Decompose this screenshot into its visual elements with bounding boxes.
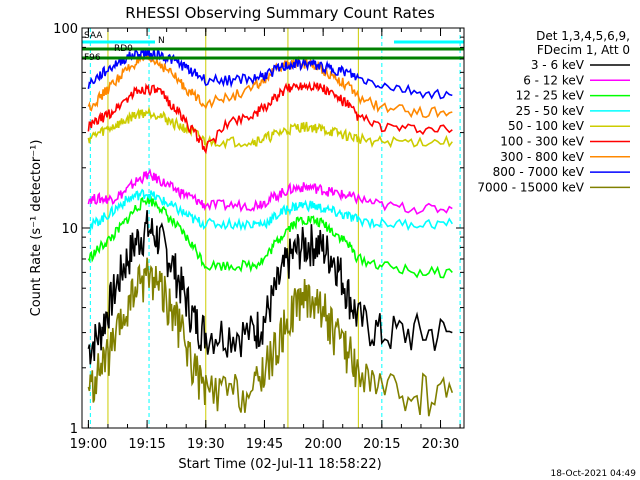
flag-bars: SAA N RD0 F96: [82, 31, 464, 63]
legend-label-1: 6 - 12 keV: [523, 73, 585, 87]
series-line-8: [87, 257, 454, 417]
flag-label-rd0: RD0: [114, 44, 133, 54]
flag-label-n: N: [158, 36, 165, 46]
x-axis-label: Start Time (02-Jul-11 18:58:22): [178, 457, 381, 472]
legend-label-2: 12 - 25 keV: [516, 89, 585, 103]
x-axis: 19:00 19:15 19:30 19:45 20:00 20:15 20:30: [70, 28, 461, 452]
legend-label-8: 7000 - 15000 keV: [477, 180, 584, 194]
legend-label-3: 25 - 50 keV: [516, 104, 585, 118]
x-tick-label-0: 19:00: [70, 437, 107, 452]
legend-label-0: 3 - 6 keV: [531, 58, 585, 72]
series-line-3: [87, 188, 453, 234]
legend-label-7: 800 - 7000 keV: [493, 165, 585, 179]
series-line-2: [87, 195, 453, 279]
legend-label-4: 50 - 100 keV: [508, 119, 585, 133]
footer-date: 18-Oct-2021 04:49: [551, 469, 637, 479]
x-tick-label-4: 20:00: [304, 437, 341, 452]
chart-title: RHESSI Observing Summary Count Rates: [125, 4, 435, 22]
flag-label-saa: SAA: [84, 31, 103, 41]
legend-label-5: 100 - 300 keV: [500, 135, 584, 149]
y-tick-label-1: 10: [61, 222, 78, 237]
x-tick-label-5: 20:15: [363, 437, 400, 452]
legend-header-line-2: FDecim 1, Att 0: [537, 43, 630, 57]
x-tick-label-1: 19:15: [128, 437, 165, 452]
flag-label-f96: F96: [84, 53, 101, 63]
x-tick-label-3: 19:45: [246, 437, 283, 452]
y-axis-label: Count Rate (s⁻¹ detector⁻¹): [29, 140, 44, 317]
series-line-5: [87, 80, 453, 155]
y-tick-label-2: 100: [53, 22, 78, 37]
plot-area: [87, 28, 461, 428]
series-line-4: [87, 106, 453, 150]
y-axis: 1 10 100: [53, 22, 464, 437]
legend-label-6: 300 - 800 keV: [500, 150, 584, 164]
series-line-1: [87, 168, 453, 215]
series-line-6: [87, 52, 453, 119]
y-tick-label-0: 1: [70, 422, 78, 437]
series-line-0: [87, 210, 453, 365]
legend-header-line-1: Det 1,3,4,5,6,9,: [536, 29, 630, 43]
x-tick-label-2: 19:30: [187, 437, 224, 452]
x-tick-label-6: 20:30: [422, 437, 459, 452]
